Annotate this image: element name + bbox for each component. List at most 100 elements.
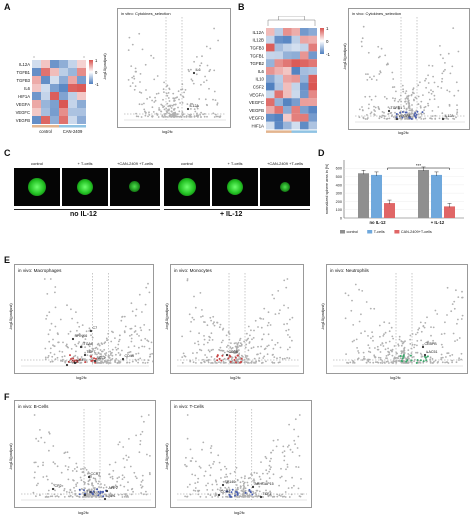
volcano-point xyxy=(149,455,151,457)
volcano-point xyxy=(78,325,81,328)
heatmap-cell xyxy=(266,28,275,36)
heatmap-cell xyxy=(300,121,309,130)
volcano-point-highlight xyxy=(90,355,92,358)
volcano-point xyxy=(118,338,121,341)
volcano-point xyxy=(123,315,126,318)
volcano-point xyxy=(262,472,264,475)
volcano-point xyxy=(374,110,376,112)
heatmap-cell xyxy=(266,43,275,52)
volcano-gene-label: IL12A xyxy=(190,104,200,108)
bar-legend-label: CAN-2409+T-cells xyxy=(401,230,432,234)
volcano-point xyxy=(68,456,71,459)
heatmap-cell xyxy=(266,106,275,114)
volcano-point xyxy=(65,491,68,493)
heatmap-cell xyxy=(68,60,77,68)
volcano-point xyxy=(117,352,120,354)
volcano-point xyxy=(269,324,272,326)
volcano-point xyxy=(229,489,231,492)
volcano-point xyxy=(49,329,51,331)
volcano-point xyxy=(167,92,170,94)
volcano-point xyxy=(409,343,412,345)
volcano-point xyxy=(127,481,129,484)
volcano-point xyxy=(123,485,126,488)
volcano-point xyxy=(398,335,401,338)
volcano-point xyxy=(417,328,420,331)
volcano-point xyxy=(43,278,46,280)
volcano-point xyxy=(383,111,385,114)
volcano-point xyxy=(126,357,128,359)
volcano-point xyxy=(404,340,406,343)
volcano-point xyxy=(132,75,135,78)
heatmap-cell xyxy=(41,76,50,84)
heatmap-cell xyxy=(32,68,41,76)
volcano-point xyxy=(139,81,141,83)
volcano-label-point xyxy=(73,361,77,365)
volcano-point xyxy=(83,474,86,477)
volcano-label-point xyxy=(79,345,83,349)
volcano-label-point xyxy=(395,117,399,121)
volcano-point xyxy=(438,117,441,120)
volcano-point xyxy=(207,493,210,495)
volcano-point xyxy=(87,483,89,485)
volcano-point xyxy=(227,486,230,489)
volcano-point-highlight xyxy=(425,359,428,362)
volcano-point xyxy=(109,354,112,356)
volcano-point xyxy=(118,340,120,343)
volcano-point xyxy=(147,340,150,343)
volcano-point xyxy=(59,318,62,321)
volcano-point-highlight xyxy=(395,113,398,115)
volcano-point xyxy=(198,465,201,468)
volcano-point xyxy=(190,78,193,81)
volcano-point xyxy=(360,332,362,335)
volcano-point xyxy=(283,323,285,326)
heatmap-row-label: VEGFC xyxy=(249,100,264,105)
volcano-point xyxy=(211,496,214,498)
heatmap-cell xyxy=(266,82,275,91)
volcano-gene-label: ARHGAP15 xyxy=(255,482,274,486)
volcano-point xyxy=(231,356,234,359)
heatmap-cell xyxy=(283,51,292,60)
volcano-point xyxy=(89,358,91,361)
volcano-point xyxy=(226,350,229,353)
volcano-point-highlight xyxy=(401,357,404,360)
heatmap-cell xyxy=(291,28,300,36)
volcano-point xyxy=(408,114,410,117)
volcano-point xyxy=(51,360,54,363)
volcano-point xyxy=(263,307,266,310)
volcano-point xyxy=(43,441,46,444)
volcano-point xyxy=(60,471,63,474)
volcano-point xyxy=(205,103,208,106)
volcano-point xyxy=(199,348,201,351)
volcano-point xyxy=(298,414,301,416)
heatmap-cell xyxy=(266,51,275,60)
volcano-point xyxy=(194,342,196,345)
volcano-point xyxy=(75,345,78,348)
volcano-point xyxy=(388,117,391,120)
heatmap-cell xyxy=(59,68,68,76)
volcano-gene-label: TCF7 xyxy=(263,492,272,496)
volcano-point xyxy=(268,494,271,497)
heatmap-cell xyxy=(308,67,317,75)
volcano-point xyxy=(417,103,420,105)
volcano-point xyxy=(158,109,160,111)
volcano-point xyxy=(269,493,272,495)
volcano-point xyxy=(211,339,214,341)
volcano-point xyxy=(243,477,246,480)
heatmap-cell xyxy=(291,74,300,83)
heatmap-cell xyxy=(300,28,309,36)
volcano-point xyxy=(455,289,457,292)
volcano-point xyxy=(456,104,458,106)
heatmap-cell xyxy=(41,68,50,76)
volcano-point xyxy=(134,325,137,327)
volcano-point xyxy=(105,486,108,489)
heatmap-cell xyxy=(291,59,300,67)
volcano-point xyxy=(46,314,48,317)
volcano-point xyxy=(264,455,267,458)
volcano-point xyxy=(442,70,445,73)
volcano-point xyxy=(76,329,78,332)
volcano-point xyxy=(96,361,99,364)
volcano-point xyxy=(204,470,207,473)
volcano-point xyxy=(97,482,99,485)
volcano-point xyxy=(253,471,256,474)
volcano-point xyxy=(170,110,173,113)
